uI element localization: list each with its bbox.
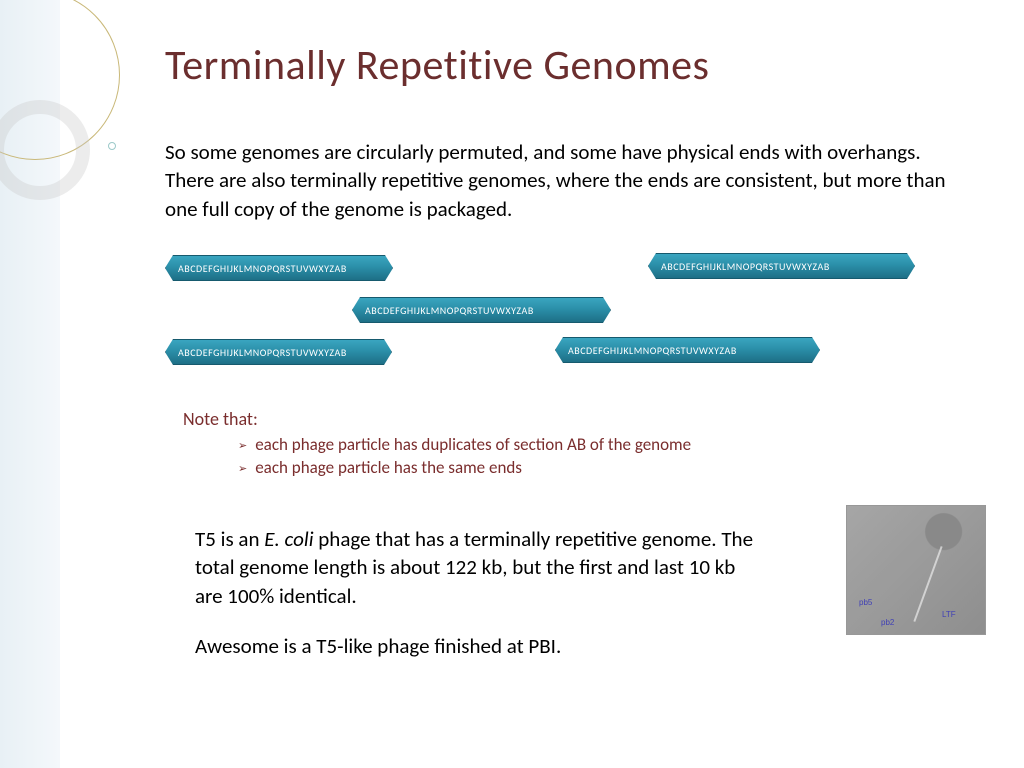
note-bullet-2: ➢ each phage particle has the same ends [238,457,691,478]
note-bullets: ➢ each phage particle has duplicates of … [238,434,691,480]
slide: Terminally Repetitive Genomes So some ge… [0,0,1024,768]
genome-bar-3: ABCDEFGHIJKLMNOPQRSTUVWXYZAB [352,297,611,323]
genome-bar-4: ABCDEFGHIJKLMNOPQRSTUVWXYZAB [165,339,392,365]
slide-title: Terminally Repetitive Genomes [165,40,709,91]
bullet-arrow-icon: ➢ [238,462,247,475]
genome-bar-label: ABCDEFGHIJKLMNOPQRSTUVWXYZAB [178,346,347,359]
note-bullet-text: each phage particle has the same ends [255,457,522,478]
note-bullet-text: each phage particle has duplicates of se… [255,434,691,455]
genome-bar-label: ABCDEFGHIJKLMNOPQRSTUVWXYZAB [661,260,830,273]
phage-label-pb5: pb5 [859,598,872,607]
phage-label-ltf: LTF [942,610,956,619]
genome-bar-label: ABCDEFGHIJKLMNOPQRSTUVWXYZAB [568,344,737,357]
genome-bar-label: ABCDEFGHIJKLMNOPQRSTUVWXYZAB [365,304,534,317]
phage-tail [913,546,942,622]
note-bullet-1: ➢ each phage particle has duplicates of … [238,434,691,455]
bullet-arrow-icon: ➢ [238,439,247,452]
genome-bar-label: ABCDEFGHIJKLMNOPQRSTUVWXYZAB [178,262,347,275]
t5-paragraph-2: Awesome is a T5-like phage finished at P… [195,632,765,660]
species-name: E. coli [264,526,313,552]
phage-micrograph: pb5 pb2 LTF [846,505,986,635]
intro-paragraph: So some genomes are circularly permuted,… [165,138,965,223]
t5-paragraph-1: T5 is an E. coli phage that has a termin… [195,525,765,610]
genome-bar-5: ABCDEFGHIJKLMNOPQRSTUVWXYZAB [555,337,820,363]
t5-description: T5 is an E. coli phage that has a termin… [195,525,765,660]
genome-bar-2: ABCDEFGHIJKLMNOPQRSTUVWXYZAB [648,253,915,279]
genome-bar-1: ABCDEFGHIJKLMNOPQRSTUVWXYZAB [165,255,393,281]
phage-label-pb2: pb2 [881,618,894,627]
note-heading: Note that: [183,408,258,430]
